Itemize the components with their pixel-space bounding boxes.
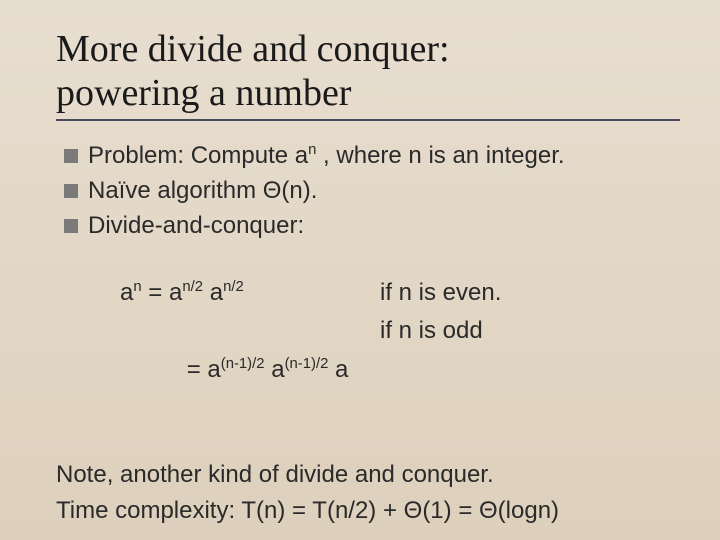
f-eq: = <box>160 356 207 383</box>
bullet-text-pre: Naïve algorithm Θ(n). <box>88 177 317 204</box>
bullet-text-pre: Divide-and-conquer: <box>88 212 304 239</box>
formula-row: = a(n-1)/2 a(n-1)/2 a if n is odd <box>120 312 680 427</box>
formula-condition: if n is even. <box>380 274 501 312</box>
slide-title: More divide and conquer: powering a numb… <box>56 28 680 115</box>
f-sep <box>203 279 210 306</box>
note-line-1: Note, another kind of divide and conquer… <box>56 457 680 493</box>
note-line-2: Time complexity: T(n) = T(n/2) + Θ(1) = … <box>56 493 680 529</box>
formula-lhs: = a(n-1)/2 a(n-1)/2 a <box>120 312 380 427</box>
formula-condition: if n is odd <box>380 312 483 427</box>
f-sup: n/2 <box>223 279 244 295</box>
f-sup: (n-1)/2 <box>221 356 265 372</box>
bullet-text: Problem: Compute an , where n is an inte… <box>88 139 565 174</box>
bullet-list: Problem: Compute an , where n is an inte… <box>64 139 680 243</box>
f-sup: n/2 <box>182 279 203 295</box>
square-bullet-icon <box>64 219 78 233</box>
bullet-text-post: , where n is an integer. <box>316 142 564 169</box>
bullet-text: Divide-and-conquer: <box>88 209 304 244</box>
title-line-2: powering a number <box>56 72 351 114</box>
f-base: a <box>210 279 223 306</box>
bullet-item: Divide-and-conquer: <box>64 209 680 244</box>
f-base: a <box>271 356 284 383</box>
f-sup: (n-1)/2 <box>285 356 329 372</box>
formula-lhs: an = an/2 an/2 <box>120 274 380 312</box>
title-line-1: More divide and conquer: <box>56 28 450 70</box>
f-eq: = <box>142 279 169 306</box>
bullet-item: Problem: Compute an , where n is an inte… <box>64 139 680 174</box>
square-bullet-icon <box>64 184 78 198</box>
bullet-text: Naïve algorithm Θ(n). <box>88 174 317 209</box>
f-sup: n <box>133 279 141 295</box>
bullet-item: Naïve algorithm Θ(n). <box>64 174 680 209</box>
f-tail: a <box>328 356 348 383</box>
f-base: a <box>120 279 133 306</box>
bullet-text-pre: Problem: Compute a <box>88 142 308 169</box>
notes-block: Note, another kind of divide and conquer… <box>56 457 680 529</box>
formula-block: an = an/2 an/2 if n is even. = a(n-1)/2 … <box>120 274 680 428</box>
title-underline <box>56 119 680 121</box>
f-base: a <box>207 356 220 383</box>
square-bullet-icon <box>64 149 78 163</box>
formula-row: an = an/2 an/2 if n is even. <box>120 274 680 312</box>
f-base: a <box>169 279 182 306</box>
